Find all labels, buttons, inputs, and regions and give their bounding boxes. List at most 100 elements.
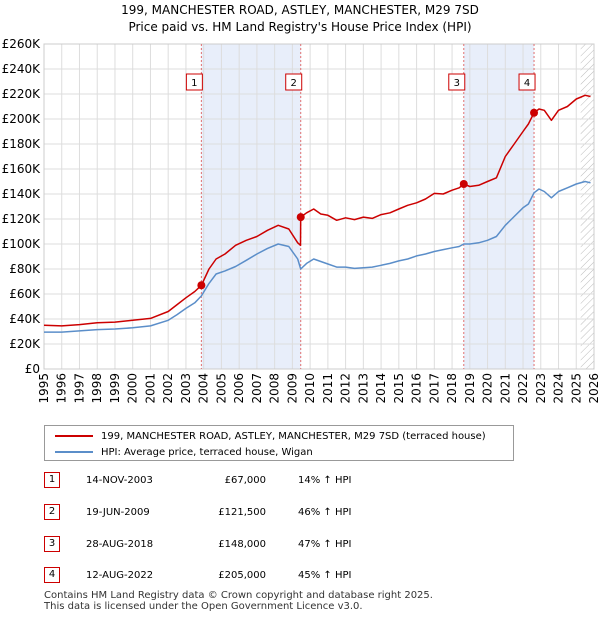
sale-marker-number: 2 [291, 78, 297, 89]
grid [43, 43, 595, 370]
legend-label-property: 199, MANCHESTER ROAD, ASTLEY, MANCHESTER… [101, 430, 486, 442]
x-tick-label: 2017 [427, 373, 441, 404]
x-tick-label: 2011 [321, 373, 335, 404]
sale-date: 28-AUG-2018 [86, 539, 154, 550]
plot-frame [43, 43, 595, 370]
x-tick-label: 2021 [498, 373, 512, 404]
y-tick-label: £200K [2, 112, 42, 126]
sale-number-badge: 1 [44, 472, 60, 488]
sale-period-band [201, 44, 301, 369]
x-tick-label: 2007 [250, 373, 264, 404]
sale-date: 14-NOV-2003 [86, 475, 153, 486]
sale-marker-number: 4 [524, 78, 530, 89]
series-line-hpi [44, 180, 591, 333]
y-tick-label: £40K [9, 312, 41, 326]
legend-item-property: 199, MANCHESTER ROAD, ASTLEY, MANCHESTER… [55, 428, 486, 444]
sale-marker-point [197, 281, 206, 290]
series-lines [43, 94, 591, 333]
sale-marker-box [448, 73, 466, 91]
legend-swatch-hpi [55, 451, 93, 453]
chart-subtitle: Price paid vs. HM Land Registry's House … [128, 20, 471, 34]
y-tick-label: £180K [2, 137, 42, 151]
sale-row: 2 19-JUN-2009 £121,500 46% ↑ HPI [0, 504, 600, 524]
x-tick-label: 1999 [108, 373, 122, 404]
x-tick-label: 2012 [339, 373, 353, 404]
sale-marker-point [296, 213, 305, 222]
sale-marker-box [185, 73, 203, 91]
sale-price: £148,000 [218, 539, 266, 550]
sale-marker-box [285, 73, 303, 91]
sale-hpi-change: 47% ↑ HPI [298, 539, 352, 550]
x-tick-label: 2016 [410, 373, 424, 404]
y-tick-label: £220K [2, 87, 42, 101]
sale-marker-box [518, 73, 536, 91]
x-tick-label: 2008 [268, 373, 282, 404]
sale-marker-point [530, 108, 539, 117]
sale-number-badge: 3 [44, 536, 60, 552]
sale-row: 3 28-AUG-2018 £148,000 47% ↑ HPI [0, 536, 600, 556]
y-tick-label: £140K [2, 187, 42, 201]
sale-marker-number: 1 [191, 78, 197, 89]
sale-hpi-change: 46% ↑ HPI [298, 507, 352, 518]
y-tick-label: £60K [9, 287, 41, 301]
x-tick-label: 1996 [55, 373, 69, 404]
sale-price: £205,000 [218, 570, 266, 581]
x-tick-label: 2015 [392, 373, 406, 404]
sale-hpi-change: 45% ↑ HPI [298, 570, 352, 581]
price-chart: 199, MANCHESTER ROAD, ASTLEY, MANCHESTER… [2, 3, 600, 404]
x-tick-label: 2020 [481, 373, 495, 404]
y-axis-ticks: £0 £20K £40K £60K £80K £100K £120K £140K £160K £1… [2, 37, 42, 376]
x-tick-label: 2019 [463, 373, 477, 404]
x-tick-label: 2023 [534, 373, 548, 404]
y-tick-label: £260K [2, 37, 42, 51]
x-tick-label: 1998 [90, 373, 104, 404]
footer-line-licence: This data is licensed under the Open Gov… [44, 601, 363, 612]
y-tick-label: £160K [2, 162, 42, 176]
x-tick-label: 2022 [516, 373, 530, 404]
x-tick-label: 2026 [587, 373, 600, 404]
x-tick-label: 2009 [285, 373, 299, 404]
legend-item-hpi: HPI: Average price, terraced house, Wiga… [55, 444, 313, 460]
sale-date: 19-JUN-2009 [86, 507, 150, 518]
footer-notice: Contains HM Land Registry data © Crown c… [44, 590, 433, 612]
x-tick-label: 2003 [179, 373, 193, 404]
y-tick-label: £80K [9, 262, 41, 276]
sale-marker-point [459, 180, 468, 188]
sale-marker-labels: 1 2 3 4 [185, 73, 536, 91]
x-tick-label: 2024 [552, 373, 566, 404]
legend-label-hpi: HPI: Average price, terraced house, Wiga… [101, 446, 313, 458]
sale-row: 4 12-AUG-2022 £205,000 45% ↑ HPI [0, 567, 600, 587]
y-tick-label: £240K [2, 62, 42, 76]
chart-title: 199, MANCHESTER ROAD, ASTLEY, MANCHESTER… [121, 3, 479, 17]
x-tick-label: 2000 [126, 373, 140, 404]
x-tick-label: 2018 [445, 373, 459, 404]
y-tick-label: £120K [2, 212, 42, 226]
sale-period-band [463, 44, 535, 369]
sale-marker-number: 3 [454, 78, 460, 89]
x-tick-label: 2004 [197, 373, 211, 404]
sale-hpi-change: 14% ↑ HPI [298, 475, 352, 486]
x-tick-label: 2006 [232, 373, 246, 404]
x-tick-label: 2025 [569, 373, 583, 404]
x-tick-label: 2001 [143, 373, 157, 404]
sale-row: 1 14-NOV-2003 £67,000 14% ↑ HPI [0, 472, 600, 492]
x-tick-label: 2005 [214, 373, 228, 404]
footer-line-copyright: Contains HM Land Registry data © Crown c… [44, 590, 433, 601]
legend-swatch-property [55, 435, 93, 437]
x-tick-label: 2002 [161, 373, 175, 404]
x-tick-label: 1997 [72, 373, 86, 404]
x-tick-label: 1995 [37, 373, 51, 404]
sale-period-shading [201, 44, 535, 369]
y-tick-label: £0 [25, 362, 40, 376]
x-tick-label: 2014 [374, 373, 388, 404]
sale-date: 12-AUG-2022 [86, 570, 154, 581]
forecast-hatch [580, 44, 594, 369]
series-line-property [43, 94, 591, 327]
y-tick-label: £20K [9, 337, 41, 351]
x-tick-label: 2013 [356, 373, 370, 404]
sale-price: £67,000 [224, 475, 266, 486]
chart-legend: 199, MANCHESTER ROAD, ASTLEY, MANCHESTER… [44, 425, 514, 461]
x-axis-ticks: 1995 1996 1997 1998 1999 2000 2001 2002 2003 2004… [37, 373, 600, 404]
x-tick-label: 2010 [303, 373, 317, 404]
sale-number-badge: 2 [44, 504, 60, 520]
